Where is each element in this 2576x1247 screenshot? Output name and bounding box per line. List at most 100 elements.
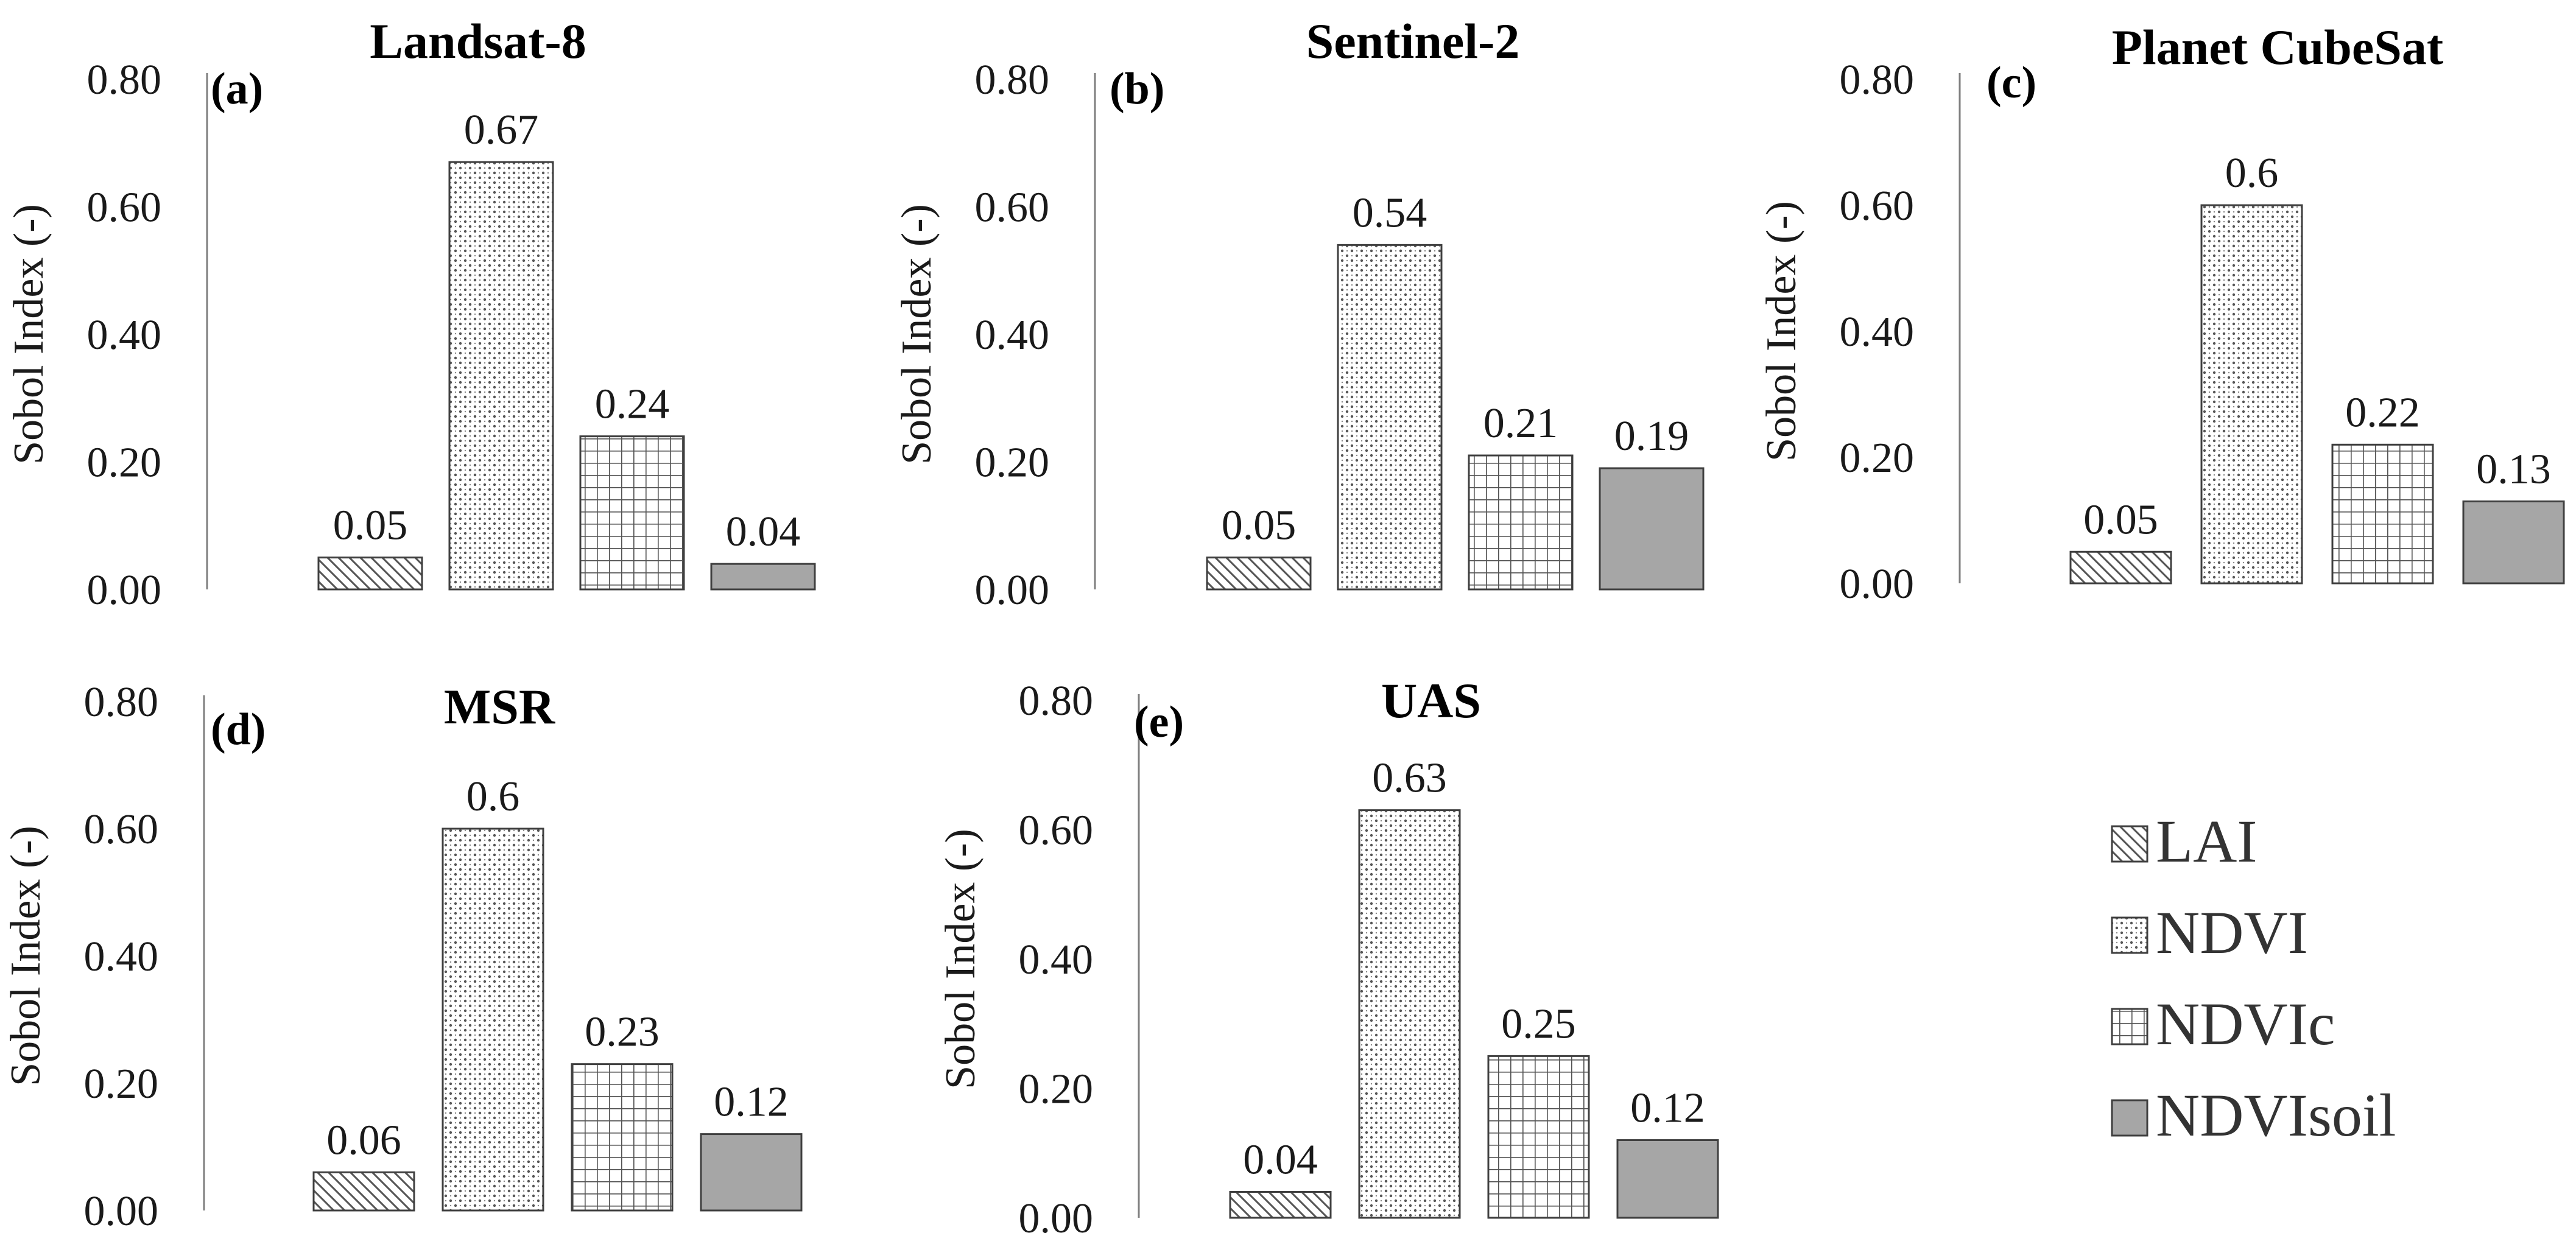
y-tick-label: 0.00 (1019, 1195, 1094, 1242)
y-tick-label: 0.60 (87, 184, 162, 231)
bar-lai (312, 1171, 415, 1212)
bar-ndvi (2200, 204, 2303, 585)
y-tick-label: 0.20 (1019, 1066, 1094, 1113)
y-tick-label: 0.60 (1840, 183, 1915, 230)
legend-item-ndvi: NDVI (2111, 899, 2308, 966)
legend-label: LAI (2156, 807, 2258, 875)
panel-label: (a) (211, 64, 263, 114)
y-tick-label: 0.00 (975, 567, 1050, 614)
bar-ndvisoil (1616, 1139, 1719, 1219)
chart-title: Planet CubeSat (2112, 19, 2443, 75)
chart-panel-c: 0.00 0.20 0.40 0.60 0.80 Sobol Index (-) (c) Pl… (1758, 19, 2565, 608)
legend-label: NDVIsoil (2156, 1081, 2396, 1149)
y-tick-label: 0.40 (975, 312, 1050, 359)
data-label: 0.25 (1501, 1000, 1576, 1047)
panel-label: (d) (211, 704, 266, 754)
data-label: 0.19 (1614, 413, 1689, 460)
y-tick-label: 0.60 (975, 184, 1050, 231)
bar-ndvic (571, 1063, 674, 1212)
data-label: 0.24 (595, 381, 670, 428)
legend: LAI NDVI NDVIc NDVIsoil (2111, 807, 2396, 1149)
data-label: 0.21 (1483, 400, 1558, 447)
legend-swatch (2111, 825, 2148, 863)
legend-label: NDVIc (2156, 990, 2335, 1058)
chart-panel-b: 0.00 0.20 0.40 0.60 0.80 Sobol Index (-) (b) Se… (893, 13, 1705, 614)
bar-ndvic (1487, 1055, 1590, 1219)
legend-swatch (2111, 1008, 2148, 1045)
chart-panel-e: 0.00 0.20 0.40 0.60 0.80 Sobol Index (-) (e) UA… (937, 673, 1719, 1242)
y-axis-label: Sobol Index (-) (937, 829, 984, 1089)
bar-ndvi (1337, 244, 1443, 591)
charts-layer: 0.00 0.20 0.40 0.60 0.80 Sobol Index (-) (a) La… (2, 13, 2565, 1242)
data-label: 0.06 (326, 1117, 401, 1164)
data-label: 0.23 (585, 1009, 660, 1056)
data-label: 0.54 (1353, 189, 1427, 236)
chart-title: Sentinel-2 (1306, 13, 1520, 69)
bar-lai (1206, 557, 1312, 591)
bar-ndvic (579, 435, 685, 591)
y-tick-label: 0.00 (1840, 561, 1915, 608)
data-label: 0.6 (2225, 150, 2279, 197)
legend-item-ndvisoil: NDVIsoil (2111, 1081, 2396, 1149)
y-tick-label: 0.20 (1840, 435, 1915, 482)
panel-label: (e) (1134, 697, 1184, 747)
bar-ndvi (1358, 809, 1461, 1219)
y-tick-label: 0.00 (84, 1188, 159, 1235)
y-axis-label: Sobol Index (-) (1758, 201, 1805, 462)
data-label: 0.05 (2083, 496, 2158, 543)
y-tick-label: 0.60 (1019, 807, 1094, 854)
bar-ndvi (448, 161, 554, 591)
bar-ndvic (1468, 454, 1574, 591)
data-label: 0.67 (464, 107, 539, 153)
data-label: 0.04 (726, 508, 801, 555)
bar-lai (2069, 550, 2172, 585)
y-tick-label: 0.40 (84, 933, 159, 980)
y-tick-label: 0.40 (87, 312, 162, 359)
y-tick-label: 0.80 (1019, 678, 1094, 725)
bar-ndvisoil (1599, 467, 1705, 591)
data-label: 0.13 (2476, 446, 2551, 493)
bar-ndvisoil (2462, 500, 2565, 585)
legend-item-ndvic: NDVIc (2111, 990, 2335, 1058)
bar-ndvi (442, 827, 544, 1212)
y-axis-label: Sobol Index (-) (2, 826, 49, 1086)
legend-item-lai: LAI (2111, 807, 2258, 875)
chart-panel-d: 0.00 0.20 0.40 0.60 0.80 Sobol Index (-) (d) MS… (2, 679, 803, 1235)
legend-label: NDVI (2156, 899, 2308, 966)
chart-title: Landsat-8 (370, 13, 586, 69)
bar-ndvisoil (710, 563, 816, 591)
data-label: 0.05 (333, 502, 408, 549)
data-label: 0.22 (2345, 389, 2420, 436)
data-label: 0.05 (1222, 502, 1297, 549)
panel-label: (b) (1110, 64, 1164, 114)
data-label: 0.63 (1372, 755, 1447, 802)
y-tick-label: 0.20 (87, 440, 162, 487)
bar-ndvisoil (700, 1133, 803, 1212)
bar-lai (317, 557, 423, 591)
y-tick-label: 0.80 (1840, 57, 1915, 104)
y-axis-label: Sobol Index (-) (893, 204, 940, 465)
data-label: 0.6 (466, 773, 520, 820)
legend-swatch (2111, 916, 2148, 954)
y-tick-label: 0.80 (84, 679, 159, 726)
y-tick-label: 0.40 (1840, 309, 1915, 356)
y-tick-label: 0.80 (87, 57, 162, 104)
data-label: 0.12 (1630, 1085, 1705, 1132)
bar-lai (1229, 1191, 1332, 1219)
y-tick-label: 0.40 (1019, 936, 1094, 983)
bar-ndvic (2331, 443, 2434, 585)
y-tick-label: 0.20 (84, 1061, 159, 1108)
chart-title: MSR (444, 679, 555, 734)
y-axis-label: Sobol Index (-) (5, 204, 52, 465)
y-tick-label: 0.00 (87, 567, 162, 614)
y-tick-label: 0.60 (84, 806, 159, 853)
y-tick-label: 0.20 (975, 440, 1050, 487)
panel-label: (c) (1987, 58, 2036, 108)
legend-swatch (2111, 1099, 2148, 1137)
chart-panel-a: 0.00 0.20 0.40 0.60 0.80 Sobol Index (-) (a) La… (5, 13, 816, 614)
y-tick-label: 0.80 (975, 57, 1050, 104)
data-label: 0.12 (714, 1079, 789, 1126)
chart-title: UAS (1381, 673, 1481, 728)
data-label: 0.04 (1243, 1137, 1318, 1184)
